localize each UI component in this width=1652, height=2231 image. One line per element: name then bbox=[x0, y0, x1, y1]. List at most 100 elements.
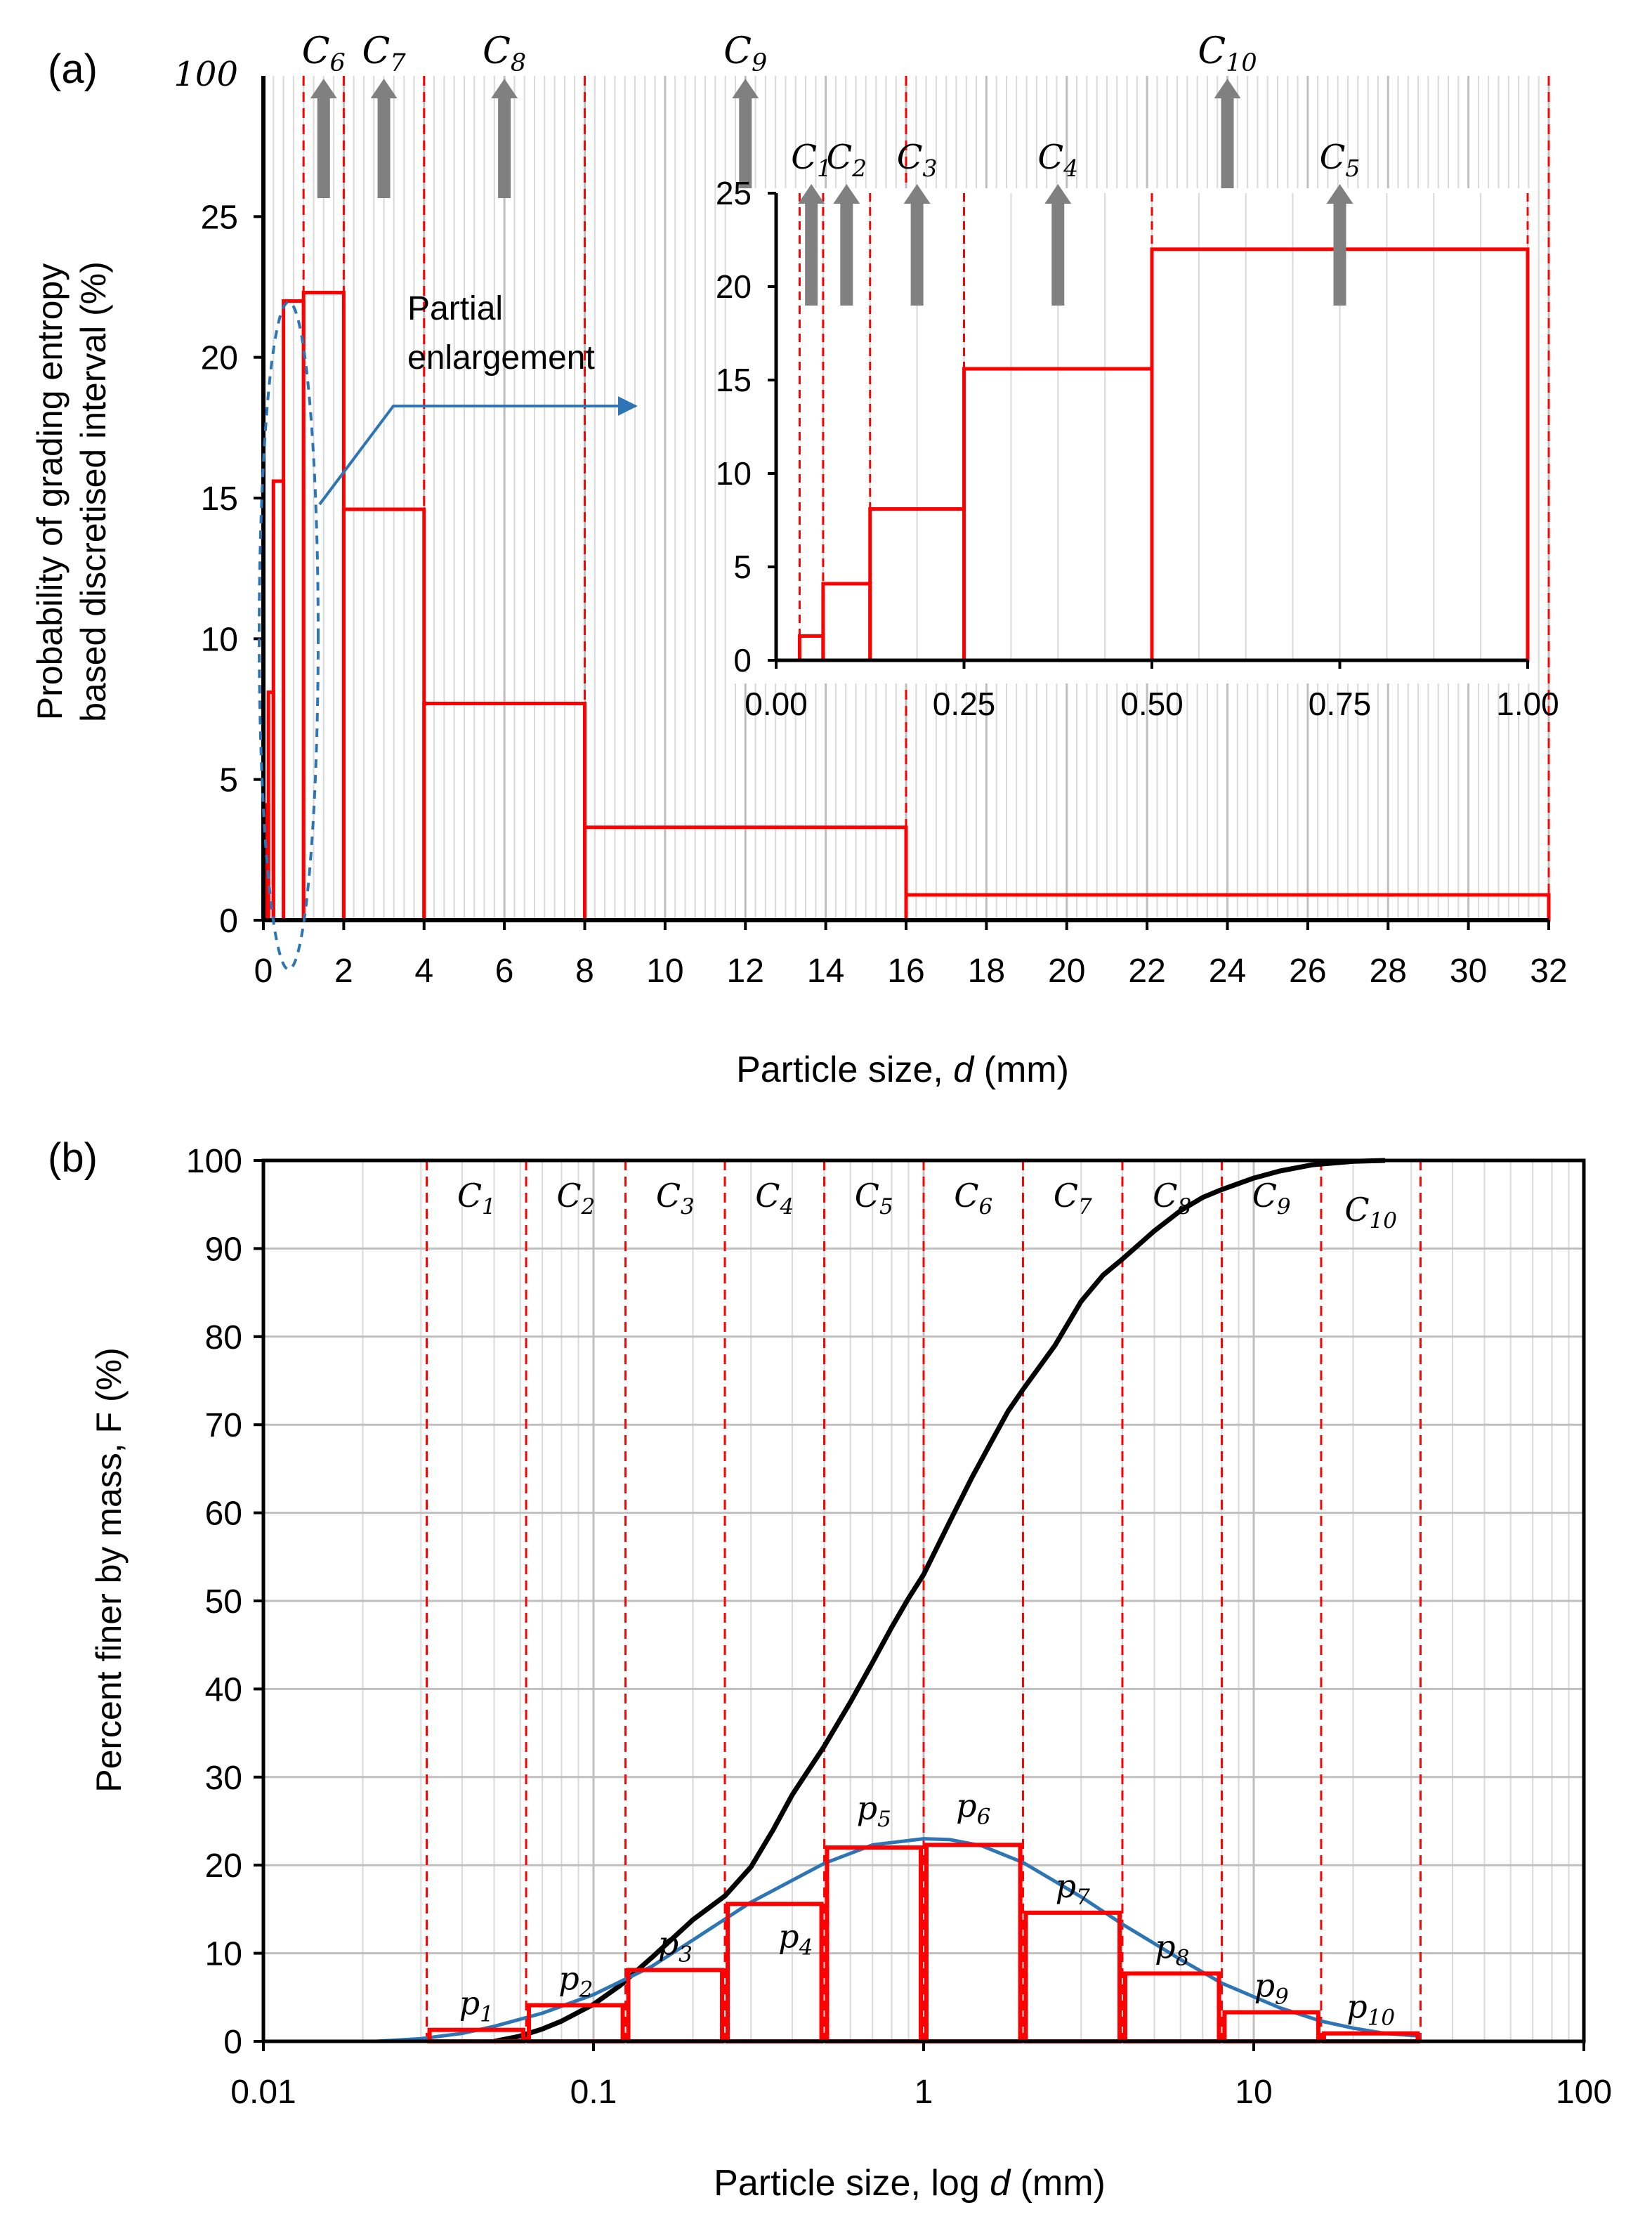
panel-b-fraction-labels: C1 C2 C3 C4 C5 C6 C7 C8 C9 C10 p1 p2 p3 p4 p5 p6 p7 p8 p9 p… bbox=[457, 1177, 1397, 2031]
y-tick-label: 5 bbox=[219, 762, 238, 799]
x-tick-label: 28 bbox=[1370, 953, 1407, 990]
x-tick-label: 6 bbox=[495, 953, 514, 990]
x-tick-label: 0.01 bbox=[230, 2074, 296, 2111]
bin-label: p10 bbox=[1346, 1988, 1395, 2031]
fraction-label: C1 bbox=[457, 1177, 496, 1219]
enlargement-ellipse bbox=[258, 301, 320, 971]
y-tick-label-top: 100 bbox=[173, 55, 238, 94]
fraction-label: C4 bbox=[755, 1177, 794, 1219]
fraction-label: C9 bbox=[723, 30, 767, 77]
panel-b-tick-labels: 0.01 0.1 1 10 100 0 10 20 30 40 50 60 70 80 90 100 bbox=[186, 1143, 1612, 2111]
fraction-arrow-shaft bbox=[1051, 202, 1065, 306]
fraction-arrow-head bbox=[491, 79, 518, 98]
fraction-label: C9 bbox=[1252, 1177, 1291, 1219]
panel-b: (b) C1 C2 C3 C4 C5 C6 C7 C8 C9 C10 p1 p2 p3 p4 p5 p6 p7 p… bbox=[48, 1135, 1612, 2204]
inset-boundaries bbox=[798, 193, 1529, 660]
fraction-arrow-head bbox=[732, 79, 759, 98]
fraction-arrow-head bbox=[370, 79, 398, 98]
fraction-label: C7 bbox=[362, 30, 407, 77]
fraction-arrow bbox=[732, 79, 759, 198]
y-tick-label: 50 bbox=[205, 1583, 242, 1621]
y-tick-label: 70 bbox=[205, 1407, 242, 1444]
fraction-label: C3 bbox=[897, 138, 938, 182]
inset-y-tick-label: 0 bbox=[733, 642, 752, 679]
panel-b-axes bbox=[254, 1158, 1586, 2051]
svg-text:Probability of grading entropy: Probability of grading entropy bbox=[30, 263, 70, 720]
fraction-arrow-head bbox=[1044, 184, 1072, 204]
y-tick-label: 15 bbox=[201, 480, 238, 518]
panel-b-xlabel: Particle size, log d (mm) bbox=[714, 2163, 1106, 2204]
inset-x-tick-label: 0.25 bbox=[933, 686, 996, 722]
fraction-arrow bbox=[798, 184, 825, 306]
x-tick-label: 26 bbox=[1289, 953, 1326, 990]
fraction-arrow bbox=[370, 79, 398, 198]
y-tick-label: 10 bbox=[201, 621, 238, 658]
grading-curve-line bbox=[493, 1158, 1386, 2044]
y-tick-label: 60 bbox=[205, 1496, 242, 1533]
bin-label: p2 bbox=[558, 1960, 593, 2003]
fraction-label: C10 bbox=[1198, 30, 1257, 77]
x-tick-label: 100 bbox=[1556, 2074, 1612, 2111]
inset-y-tick-label: 5 bbox=[733, 549, 752, 585]
fraction-label: C1 bbox=[791, 138, 832, 182]
x-tick-label: 30 bbox=[1450, 953, 1487, 990]
panel-a-ylabel: Probability of grading entropy based dis… bbox=[30, 261, 113, 722]
x-tick-label: 8 bbox=[575, 953, 594, 990]
fraction-label: C6 bbox=[954, 1177, 992, 1219]
panel-b-ylabel: Percent finer by mass, F (%) bbox=[89, 1347, 129, 1793]
histogram-bar bbox=[626, 1968, 725, 2044]
x-tick-label: 10 bbox=[646, 953, 683, 990]
fraction-arrow-shaft bbox=[739, 97, 752, 198]
inset-y-tick-label: 15 bbox=[716, 362, 752, 398]
inset-x-tick-label: 1.00 bbox=[1496, 686, 1559, 722]
inset-y-tick-label: 10 bbox=[716, 455, 752, 492]
annotation-line-2: enlargement bbox=[407, 339, 595, 377]
annotation-line-1: Partial bbox=[407, 290, 503, 327]
panel-b-label: (b) bbox=[48, 1135, 98, 1181]
fraction-label: C7 bbox=[1054, 1177, 1092, 1219]
bin-label: p8 bbox=[1155, 1928, 1189, 1970]
y-tick-label: 30 bbox=[205, 1760, 242, 1797]
panel-a-xlabel: Particle size, d (mm) bbox=[736, 1049, 1069, 1090]
y-tick-label: 0 bbox=[223, 2024, 242, 2061]
histogram-bar bbox=[1023, 1910, 1122, 2044]
histogram-bar bbox=[1122, 1971, 1221, 2043]
fraction-arrow-head bbox=[1214, 79, 1241, 98]
y-tick-label: 20 bbox=[205, 1847, 242, 1885]
bin-label: p5 bbox=[857, 1789, 891, 1832]
fraction-arrow bbox=[310, 79, 337, 198]
fraction-arrow-shaft bbox=[805, 202, 818, 306]
inset-x-tick-label: 0.00 bbox=[745, 686, 808, 722]
fraction-arrow bbox=[903, 184, 931, 306]
x-tick-label: 20 bbox=[1048, 953, 1085, 990]
y-tick-label: 80 bbox=[205, 1319, 242, 1356]
x-tick-label: 24 bbox=[1209, 953, 1246, 990]
panel-a-label: (a) bbox=[48, 46, 98, 92]
x-tick-label: 12 bbox=[727, 953, 764, 990]
x-tick-label: 32 bbox=[1530, 953, 1567, 990]
fraction-arrow bbox=[1044, 184, 1072, 306]
bin-label: p9 bbox=[1254, 1967, 1289, 2010]
inset-x-tick-label: 0.50 bbox=[1120, 686, 1184, 722]
fraction-arrow bbox=[1214, 79, 1241, 198]
x-tick-label: 4 bbox=[414, 953, 433, 990]
fraction-label: C4 bbox=[1037, 138, 1078, 182]
fraction-arrow bbox=[1326, 184, 1353, 306]
fraction-label: C8 bbox=[1153, 1177, 1191, 1219]
x-tick-label: 22 bbox=[1128, 953, 1165, 990]
bin-label: p6 bbox=[956, 1786, 990, 1829]
panel-b-boundaries bbox=[426, 1160, 1422, 2041]
inset-y-tick-label: 20 bbox=[716, 268, 752, 305]
fraction-arrow bbox=[833, 184, 860, 306]
fraction-label: C2 bbox=[556, 1177, 595, 1219]
x-tick-label: 10 bbox=[1235, 2074, 1272, 2111]
fraction-arrow-head bbox=[1326, 184, 1353, 204]
fraction-arrow-shaft bbox=[317, 97, 330, 198]
y-tick-label: 0 bbox=[219, 903, 238, 940]
enlargement-arrow bbox=[318, 396, 638, 506]
fraction-arrow-head bbox=[903, 184, 931, 204]
fraction-arrow-shaft bbox=[1333, 202, 1346, 306]
bin-label: p3 bbox=[658, 1924, 693, 1967]
panel-a: (a) C6 C7 C8 C9 C10 0 2 4 6 8 10 12 14 16 18 20 22 24 26 2… bbox=[30, 30, 1568, 1090]
